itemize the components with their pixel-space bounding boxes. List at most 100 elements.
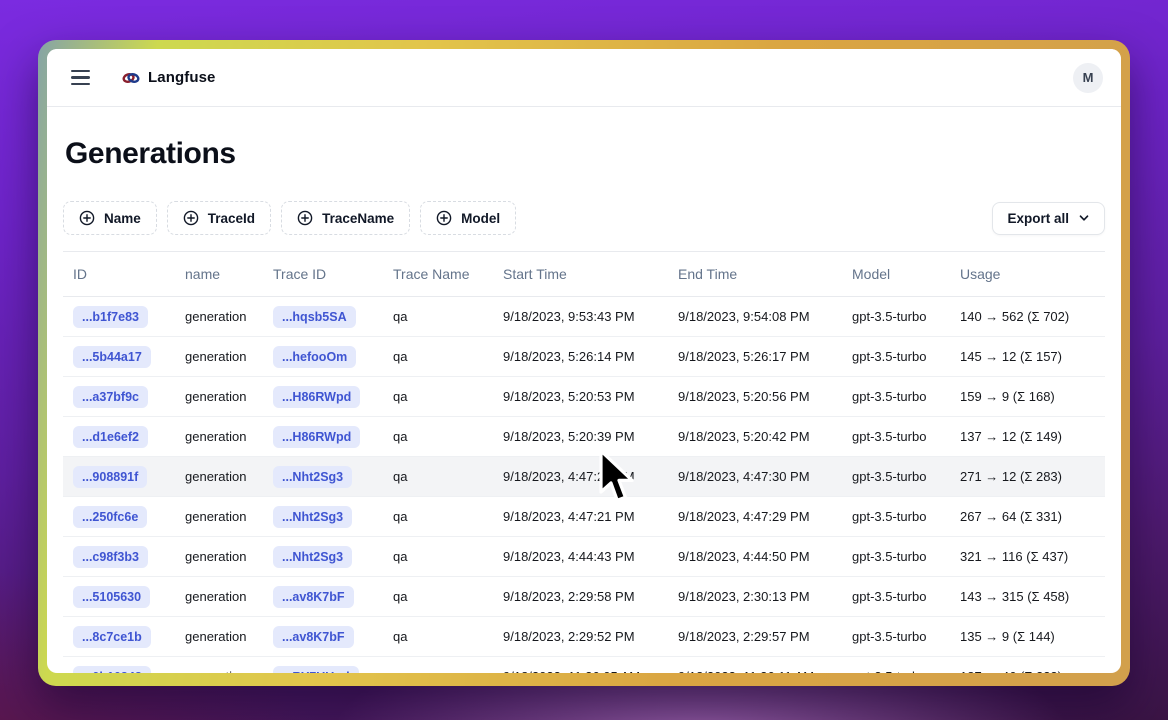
brand-name: Langfuse <box>148 69 216 86</box>
cell-model: gpt-3.5-turbo <box>852 469 927 484</box>
filter-button[interactable]: Model <box>420 201 517 235</box>
cell-name: generation <box>185 509 247 524</box>
cell-name: generation <box>185 309 247 324</box>
trace-id-badge[interactable]: ...hqsb5SA <box>273 305 356 328</box>
table-row[interactable]: ...b1f7e83 generation ...hqsb5SA qa 9/18… <box>63 297 1105 337</box>
cell-trace-name: qa <box>393 429 408 444</box>
generation-id-badge[interactable]: ...d1e6ef2 <box>73 425 148 448</box>
cell-trace-name: qa <box>393 549 408 564</box>
column-header: ID <box>73 266 87 282</box>
table-row[interactable]: ...0b10342 generation ...RY7UUpd qa 9/18… <box>63 657 1105 673</box>
cell-model: gpt-3.5-turbo <box>852 309 927 324</box>
cell-name: generation <box>185 629 247 644</box>
cell-end-time: 9/18/2023, 11:26:11 AM <box>668 669 842 673</box>
cell-trace-name: qa <box>393 629 408 644</box>
table-row[interactable]: ...a37bf9c generation ...H86RWpd qa 9/18… <box>63 377 1105 417</box>
cell-trace-name: qa <box>383 669 493 673</box>
generation-id-badge[interactable]: ...5105630 <box>73 585 151 608</box>
app-window: Langfuse M Generations Name <box>47 49 1121 673</box>
cell-start-time: 9/18/2023, 4:47:22 PM <box>503 469 635 484</box>
generation-id-badge[interactable]: ...b1f7e83 <box>73 305 148 328</box>
trace-id-badge[interactable]: ...Nht2Sg3 <box>273 545 353 568</box>
column-header: End Time <box>678 266 738 282</box>
cell-usage: 187 → 46 (Σ 233) <box>950 669 1105 673</box>
table-row[interactable]: ...5b44a17 generation ...hefooOm qa 9/18… <box>63 337 1105 377</box>
generation-id-badge[interactable]: ...a37bf9c <box>73 385 148 408</box>
cell-model: gpt-3.5-turbo <box>852 389 927 404</box>
cell-usage: 140 → 562 (Σ 702) <box>960 309 1070 324</box>
cell-name: generation <box>185 389 247 404</box>
filter-label: Name <box>104 210 141 226</box>
langfuse-knot-logo-icon <box>122 69 140 87</box>
cell-model: gpt-3.5-turbo <box>852 589 927 604</box>
filter-button[interactable]: TraceId <box>166 201 272 235</box>
toolbar: Name TraceId TraceName <box>63 201 1105 235</box>
cell-model: gpt-3.5-turbo <box>852 549 927 564</box>
cell-trace-name: qa <box>393 589 408 604</box>
cell-usage: 137 → 12 (Σ 149) <box>960 429 1062 444</box>
cell-end-time: 9/18/2023, 2:29:57 PM <box>678 629 810 644</box>
cell-start-time: 9/18/2023, 2:29:52 PM <box>503 629 635 644</box>
cell-trace-name: qa <box>393 309 408 324</box>
table-row[interactable]: ...908891f generation ...Nht2Sg3 qa 9/18… <box>63 457 1105 497</box>
generation-id-badge[interactable]: ...5b44a17 <box>73 345 151 368</box>
cell-usage: 271 → 12 (Σ 283) <box>960 469 1062 484</box>
cell-start-time: 9/18/2023, 2:29:58 PM <box>503 589 635 604</box>
generation-id-badge[interactable]: ...250fc6e <box>73 505 148 528</box>
column-header: name <box>185 266 221 282</box>
table-body: ...b1f7e83 generation ...hqsb5SA qa 9/18… <box>63 297 1105 673</box>
table-row[interactable]: ...d1e6ef2 generation ...H86RWpd qa 9/18… <box>63 417 1105 457</box>
generation-id-badge[interactable]: ...908891f <box>73 465 148 488</box>
table-row[interactable]: ...250fc6e generation ...Nht2Sg3 qa 9/18… <box>63 497 1105 537</box>
trace-id-badge[interactable]: ...Nht2Sg3 <box>273 505 353 528</box>
table-row[interactable]: ...c98f3b3 generation ...Nht2Sg3 qa 9/18… <box>63 537 1105 577</box>
trace-id-badge[interactable]: ...H86RWpd <box>273 425 361 448</box>
user-avatar[interactable]: M <box>1073 62 1103 93</box>
generation-id-badge[interactable]: ...8c7ce1b <box>73 625 151 648</box>
cell-name: generation <box>185 549 247 564</box>
cell-trace-name: qa <box>393 469 408 484</box>
hamburger-bar <box>71 69 90 73</box>
generations-table: ID name Trace ID Trace Name Start Time End Ti… <box>63 251 1105 673</box>
table-row[interactable]: ...8c7ce1b generation ...av8K7bF qa 9/18… <box>63 617 1105 657</box>
hamburger-bar <box>71 76 90 79</box>
column-header: Trace ID <box>273 266 327 282</box>
generation-id-badge[interactable]: ...0b10342 <box>73 665 151 673</box>
filter-label: TraceName <box>322 210 395 226</box>
cell-end-time: 9/18/2023, 2:30:13 PM <box>678 589 810 604</box>
brand[interactable]: Langfuse <box>122 69 215 87</box>
cell-end-time: 9/18/2023, 4:47:30 PM <box>678 469 810 484</box>
trace-id-badge[interactable]: ...RY7UUpd <box>273 665 359 673</box>
hamburger-menu-icon[interactable] <box>67 66 94 89</box>
trace-id-badge[interactable]: ...hefooOm <box>273 345 357 368</box>
cell-start-time: 9/18/2023, 11:26:05 AM <box>493 669 668 673</box>
trace-id-badge[interactable]: ...av8K7bF <box>273 625 354 648</box>
column-header: Trace Name <box>393 266 470 282</box>
cell-name: generation <box>185 429 247 444</box>
window-frame: Langfuse M Generations Name <box>38 40 1130 686</box>
page-title: Generations <box>65 137 236 170</box>
cell-usage: 267 → 64 (Σ 331) <box>960 509 1062 524</box>
filter-label: Model <box>461 210 501 226</box>
cell-end-time: 9/18/2023, 4:47:29 PM <box>678 509 810 524</box>
export-all-label: Export all <box>1007 210 1069 226</box>
trace-id-badge[interactable]: ...av8K7bF <box>273 585 354 608</box>
filter-button[interactable]: TraceName <box>281 201 411 235</box>
trace-id-badge[interactable]: ...Nht2Sg3 <box>273 465 353 488</box>
generation-id-badge[interactable]: ...c98f3b3 <box>73 545 148 568</box>
cell-usage: 159 → 9 (Σ 168) <box>960 389 1055 404</box>
filter-bar: Name TraceId TraceName <box>63 201 517 235</box>
cell-usage: 145 → 12 (Σ 157) <box>960 349 1062 364</box>
cell-end-time: 9/18/2023, 5:20:56 PM <box>678 389 810 404</box>
filter-button[interactable]: Name <box>63 201 157 235</box>
cell-trace-name: qa <box>393 509 408 524</box>
cell-start-time: 9/18/2023, 4:44:43 PM <box>503 549 635 564</box>
cell-model: gpt-3.5-turbo <box>852 429 927 444</box>
cell-trace-name: qa <box>393 349 408 364</box>
filter-label: TraceId <box>207 210 256 226</box>
export-all-button[interactable]: Export all <box>992 201 1105 235</box>
trace-id-badge[interactable]: ...H86RWpd <box>273 385 361 408</box>
cell-model: gpt-3.5-turbo <box>852 629 927 644</box>
table-row[interactable]: ...5105630 generation ...av8K7bF qa 9/18… <box>63 577 1105 617</box>
